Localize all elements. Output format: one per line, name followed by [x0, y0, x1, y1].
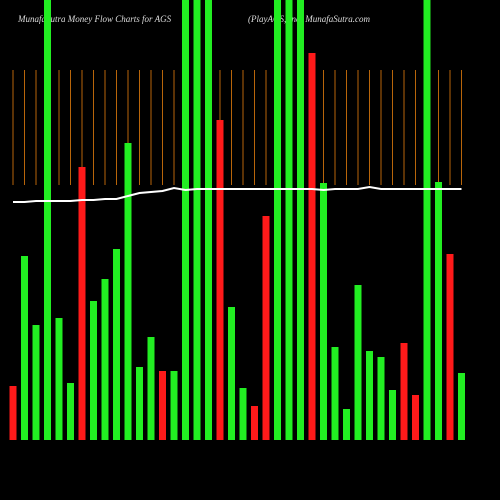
bar [101, 279, 109, 440]
bar [159, 371, 166, 440]
trend-line [13, 185, 462, 203]
bar [147, 337, 155, 440]
bar [412, 395, 419, 440]
bar [228, 307, 235, 440]
bar [274, 0, 281, 440]
bar [354, 285, 362, 440]
bar [320, 183, 327, 440]
bar [78, 167, 86, 440]
bar [285, 0, 293, 440]
bar [400, 343, 408, 440]
bar [262, 216, 270, 440]
bar [435, 182, 442, 440]
bar [343, 409, 350, 440]
chart-subtitle: (PlayAGS, Inc) MunafaSutra.com [248, 14, 370, 24]
bar [297, 0, 304, 440]
bar [113, 249, 120, 440]
bar [205, 0, 212, 440]
bar [136, 367, 143, 440]
bar [331, 347, 339, 440]
bar [21, 256, 28, 440]
bar [446, 254, 454, 440]
bar [124, 143, 132, 440]
chart-title: MunafaSutra Money Flow Charts for AGS [17, 14, 172, 24]
bar [377, 357, 385, 440]
bar [67, 383, 74, 440]
bar [9, 386, 17, 440]
bar [308, 53, 316, 440]
bar [32, 325, 40, 440]
bar [55, 318, 63, 440]
bar [366, 351, 373, 440]
bar [170, 371, 178, 440]
bar [90, 301, 97, 440]
bar [251, 406, 258, 440]
bar [44, 0, 51, 440]
bar [389, 390, 396, 440]
bar [216, 120, 224, 440]
bar [423, 0, 431, 440]
bar [182, 0, 189, 440]
bar [239, 388, 247, 440]
bar [193, 0, 201, 440]
bar [458, 373, 465, 440]
